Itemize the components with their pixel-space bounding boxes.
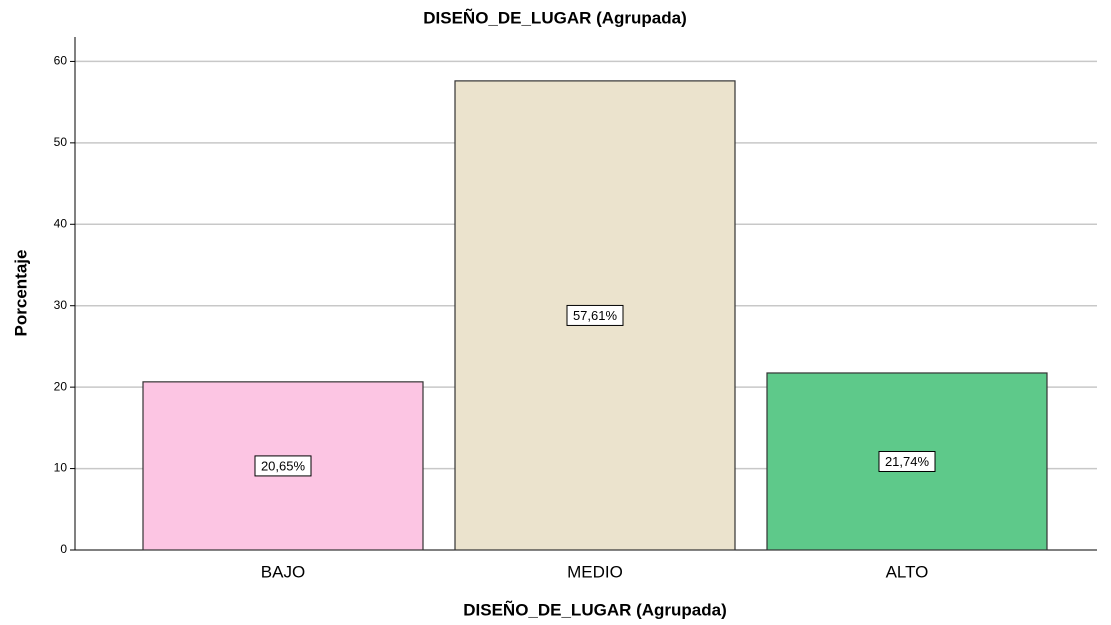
- value-label: 21,74%: [885, 454, 930, 469]
- value-label-box: [878, 450, 936, 472]
- x-tick-label: BAJO: [261, 562, 305, 581]
- y-tick-label: 10: [54, 461, 68, 475]
- value-label: 20,65%: [261, 458, 306, 473]
- y-axis-title: Porcentaje: [11, 250, 30, 337]
- value-label-box: [254, 455, 312, 477]
- y-tick-label: 50: [54, 135, 68, 149]
- y-tick-label: 0: [60, 542, 67, 556]
- y-tick-label: 30: [54, 298, 68, 312]
- value-label: 57,61%: [573, 308, 618, 323]
- chart-title: DISEÑO_DE_LUGAR (Agrupada): [423, 7, 687, 27]
- y-tick-label: 40: [54, 216, 68, 230]
- value-label-box: [566, 304, 624, 326]
- x-tick-label: MEDIO: [567, 562, 623, 581]
- y-tick-label: 60: [54, 54, 68, 68]
- x-tick-label: ALTO: [886, 562, 929, 581]
- x-axis-title: DISEÑO_DE_LUGAR (Agrupada): [463, 599, 727, 619]
- y-tick-label: 20: [54, 379, 68, 393]
